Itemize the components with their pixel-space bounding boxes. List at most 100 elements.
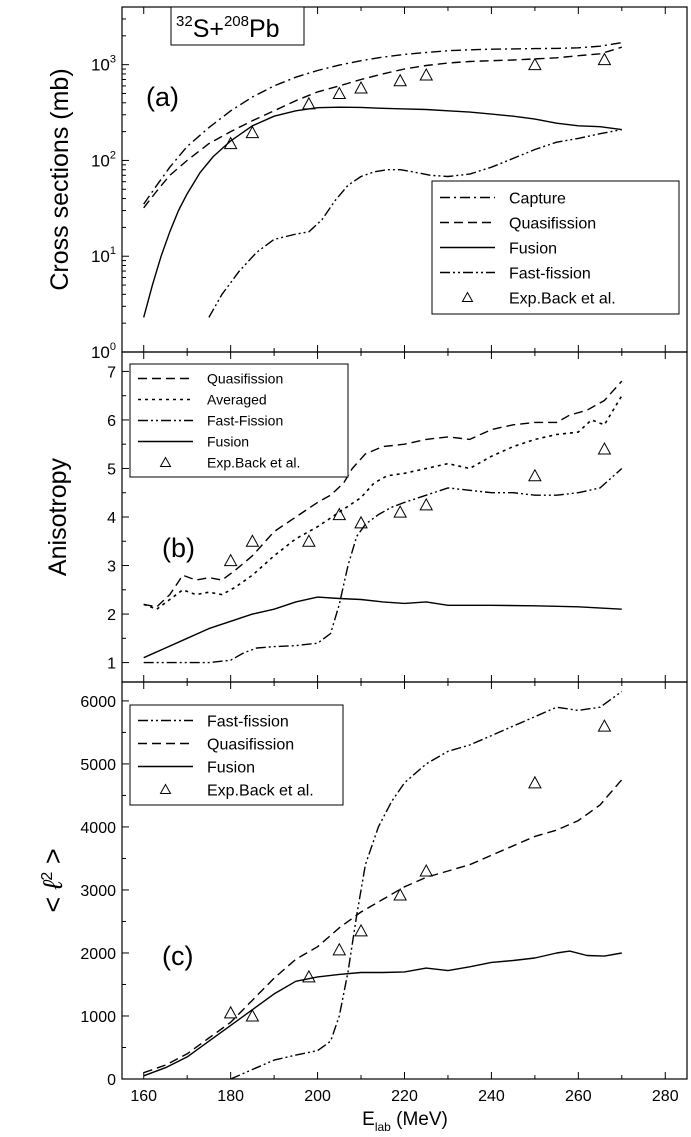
series-fast-fission-line xyxy=(143,467,623,664)
data-point-triangle xyxy=(223,553,238,567)
y-tick-label: 0 xyxy=(107,1072,116,1089)
y-axis-symbol: ℓ xyxy=(38,879,68,890)
data-point-triangle xyxy=(354,515,368,529)
y-tick-label: 102 xyxy=(91,149,116,170)
y-tick-label: 1000 xyxy=(80,1009,116,1026)
legend-marker xyxy=(159,783,172,794)
data-point-triangle xyxy=(393,73,407,87)
data-point-triangle xyxy=(597,442,612,455)
x-axis-label-sub: lab xyxy=(375,1120,391,1134)
data-point-triangle xyxy=(223,136,238,150)
y-tick-exp: 2 xyxy=(110,149,116,161)
legend-label: Fusion xyxy=(207,434,249,450)
y-tick-label: 2 xyxy=(107,607,116,624)
panel-a: 100101102103CaptureQuasifissionFusionFas… xyxy=(46,6,688,362)
series-quasifission-line xyxy=(143,779,623,1074)
panel-label: (b) xyxy=(162,533,195,563)
legend: Capture Quasifission Fusion Fast-fission Exp… xyxy=(431,180,680,315)
y-tick-label: 5 xyxy=(107,461,116,478)
data-point-triangle xyxy=(419,497,434,511)
series-fast-fission-line xyxy=(208,128,622,318)
y-tick-label: 6 xyxy=(107,413,116,430)
y-tick-label: 2000 xyxy=(80,946,116,963)
y-axis-label: Anisotropy xyxy=(44,457,72,576)
panel-label: (c) xyxy=(162,941,193,971)
y-tick-label: 1 xyxy=(107,656,116,673)
data-point-triangle xyxy=(597,52,612,66)
data-point-triangle xyxy=(302,534,316,547)
legend-label: Fast-Fission xyxy=(207,413,283,429)
data-point-triangle xyxy=(245,125,260,139)
x-tick-label: 280 xyxy=(652,1088,679,1105)
y-tick-label: 5000 xyxy=(80,757,116,774)
panel-label: (a) xyxy=(146,82,179,112)
y-tick-base: 10 xyxy=(91,56,110,75)
data-point-triangle xyxy=(528,57,542,71)
data-point-triangle xyxy=(419,864,434,877)
series-averaged-line xyxy=(143,395,623,611)
title-part: S+ xyxy=(193,15,224,43)
x-tick-label: 180 xyxy=(217,1088,244,1105)
y-tick-exp: 0 xyxy=(110,341,116,353)
y-tick-label: 3000 xyxy=(80,883,116,900)
legend-label: Exp.Back et al. xyxy=(207,455,300,471)
panel-b: 1 2 3 4 5 6 7 Quasifission Averaged Fast-Fission F… xyxy=(44,351,688,683)
y-tick-label: 103 xyxy=(91,54,116,75)
title-part: 208 xyxy=(224,13,249,30)
y-tick-exp: 3 xyxy=(110,54,116,66)
legend-label: Fusion xyxy=(207,759,255,776)
legend-label: Averaged xyxy=(207,392,267,408)
y-tick-base: 10 xyxy=(91,343,110,362)
y-tick-base: 10 xyxy=(91,151,110,170)
legend-marker xyxy=(461,291,474,302)
data-point-triangle xyxy=(223,1005,238,1019)
data-point-triangle xyxy=(528,468,542,482)
y-axis-bracket-left: < xyxy=(38,889,68,912)
series-fusion-line xyxy=(143,596,622,659)
data-point-triangle xyxy=(393,887,407,901)
data-point-triangle xyxy=(354,923,368,937)
series-fusion-line xyxy=(143,950,622,1077)
x-axis-label: Elab (MeV) xyxy=(362,1109,448,1134)
y-tick-label: 3 xyxy=(107,559,116,576)
y-axis-bracket-right: > xyxy=(38,848,68,871)
series-capture-line xyxy=(143,41,622,205)
legend: Quasifission Averaged Fast-Fission Fusion Ex… xyxy=(129,363,349,478)
data-point-triangle xyxy=(332,942,347,956)
y-axis-exponent: 2 xyxy=(39,872,56,881)
data-point-triangle xyxy=(528,775,542,789)
x-tick-label: 160 xyxy=(130,1088,157,1105)
x-tick-label: 220 xyxy=(391,1088,418,1105)
legend-label: Fusion xyxy=(509,240,557,257)
data-point-triangle xyxy=(393,505,407,518)
data-point-triangle xyxy=(332,86,347,99)
series-quasifission-line xyxy=(143,380,623,608)
series-fast-fission-line xyxy=(230,690,623,1080)
title-part: Pb xyxy=(249,15,280,43)
data-point-triangle xyxy=(302,96,316,110)
title-text: 32S+208Pb xyxy=(176,13,280,43)
legend-label: Exp.Back et al. xyxy=(207,782,314,799)
x-axis-label-unit: (MeV) xyxy=(391,1109,448,1130)
x-tick-label: 240 xyxy=(478,1088,505,1105)
series-fusion-line xyxy=(143,106,622,318)
legend-marker xyxy=(159,456,172,467)
y-tick-label: 100 xyxy=(91,341,116,362)
legend-box xyxy=(129,704,344,806)
y-tick-label: 6000 xyxy=(80,694,116,711)
data-point-triangle xyxy=(597,719,612,732)
legend-label: Quasifission xyxy=(207,736,294,753)
data-point-triangle xyxy=(302,969,316,983)
x-tick-label: 200 xyxy=(304,1088,331,1105)
y-tick-label: 4000 xyxy=(80,820,116,837)
data-point-triangle xyxy=(245,1008,260,1022)
legend-label: Exp.Back et al. xyxy=(509,290,616,307)
legend-label: Fast-fission xyxy=(207,713,289,730)
data-point-triangle xyxy=(245,534,260,547)
y-tick-exp: 1 xyxy=(110,245,116,257)
title-part: 32 xyxy=(176,13,193,30)
y-tick-label: 4 xyxy=(107,510,116,527)
x-axis-label-main: E xyxy=(362,1109,375,1130)
y-tick-label: 7 xyxy=(107,364,116,381)
